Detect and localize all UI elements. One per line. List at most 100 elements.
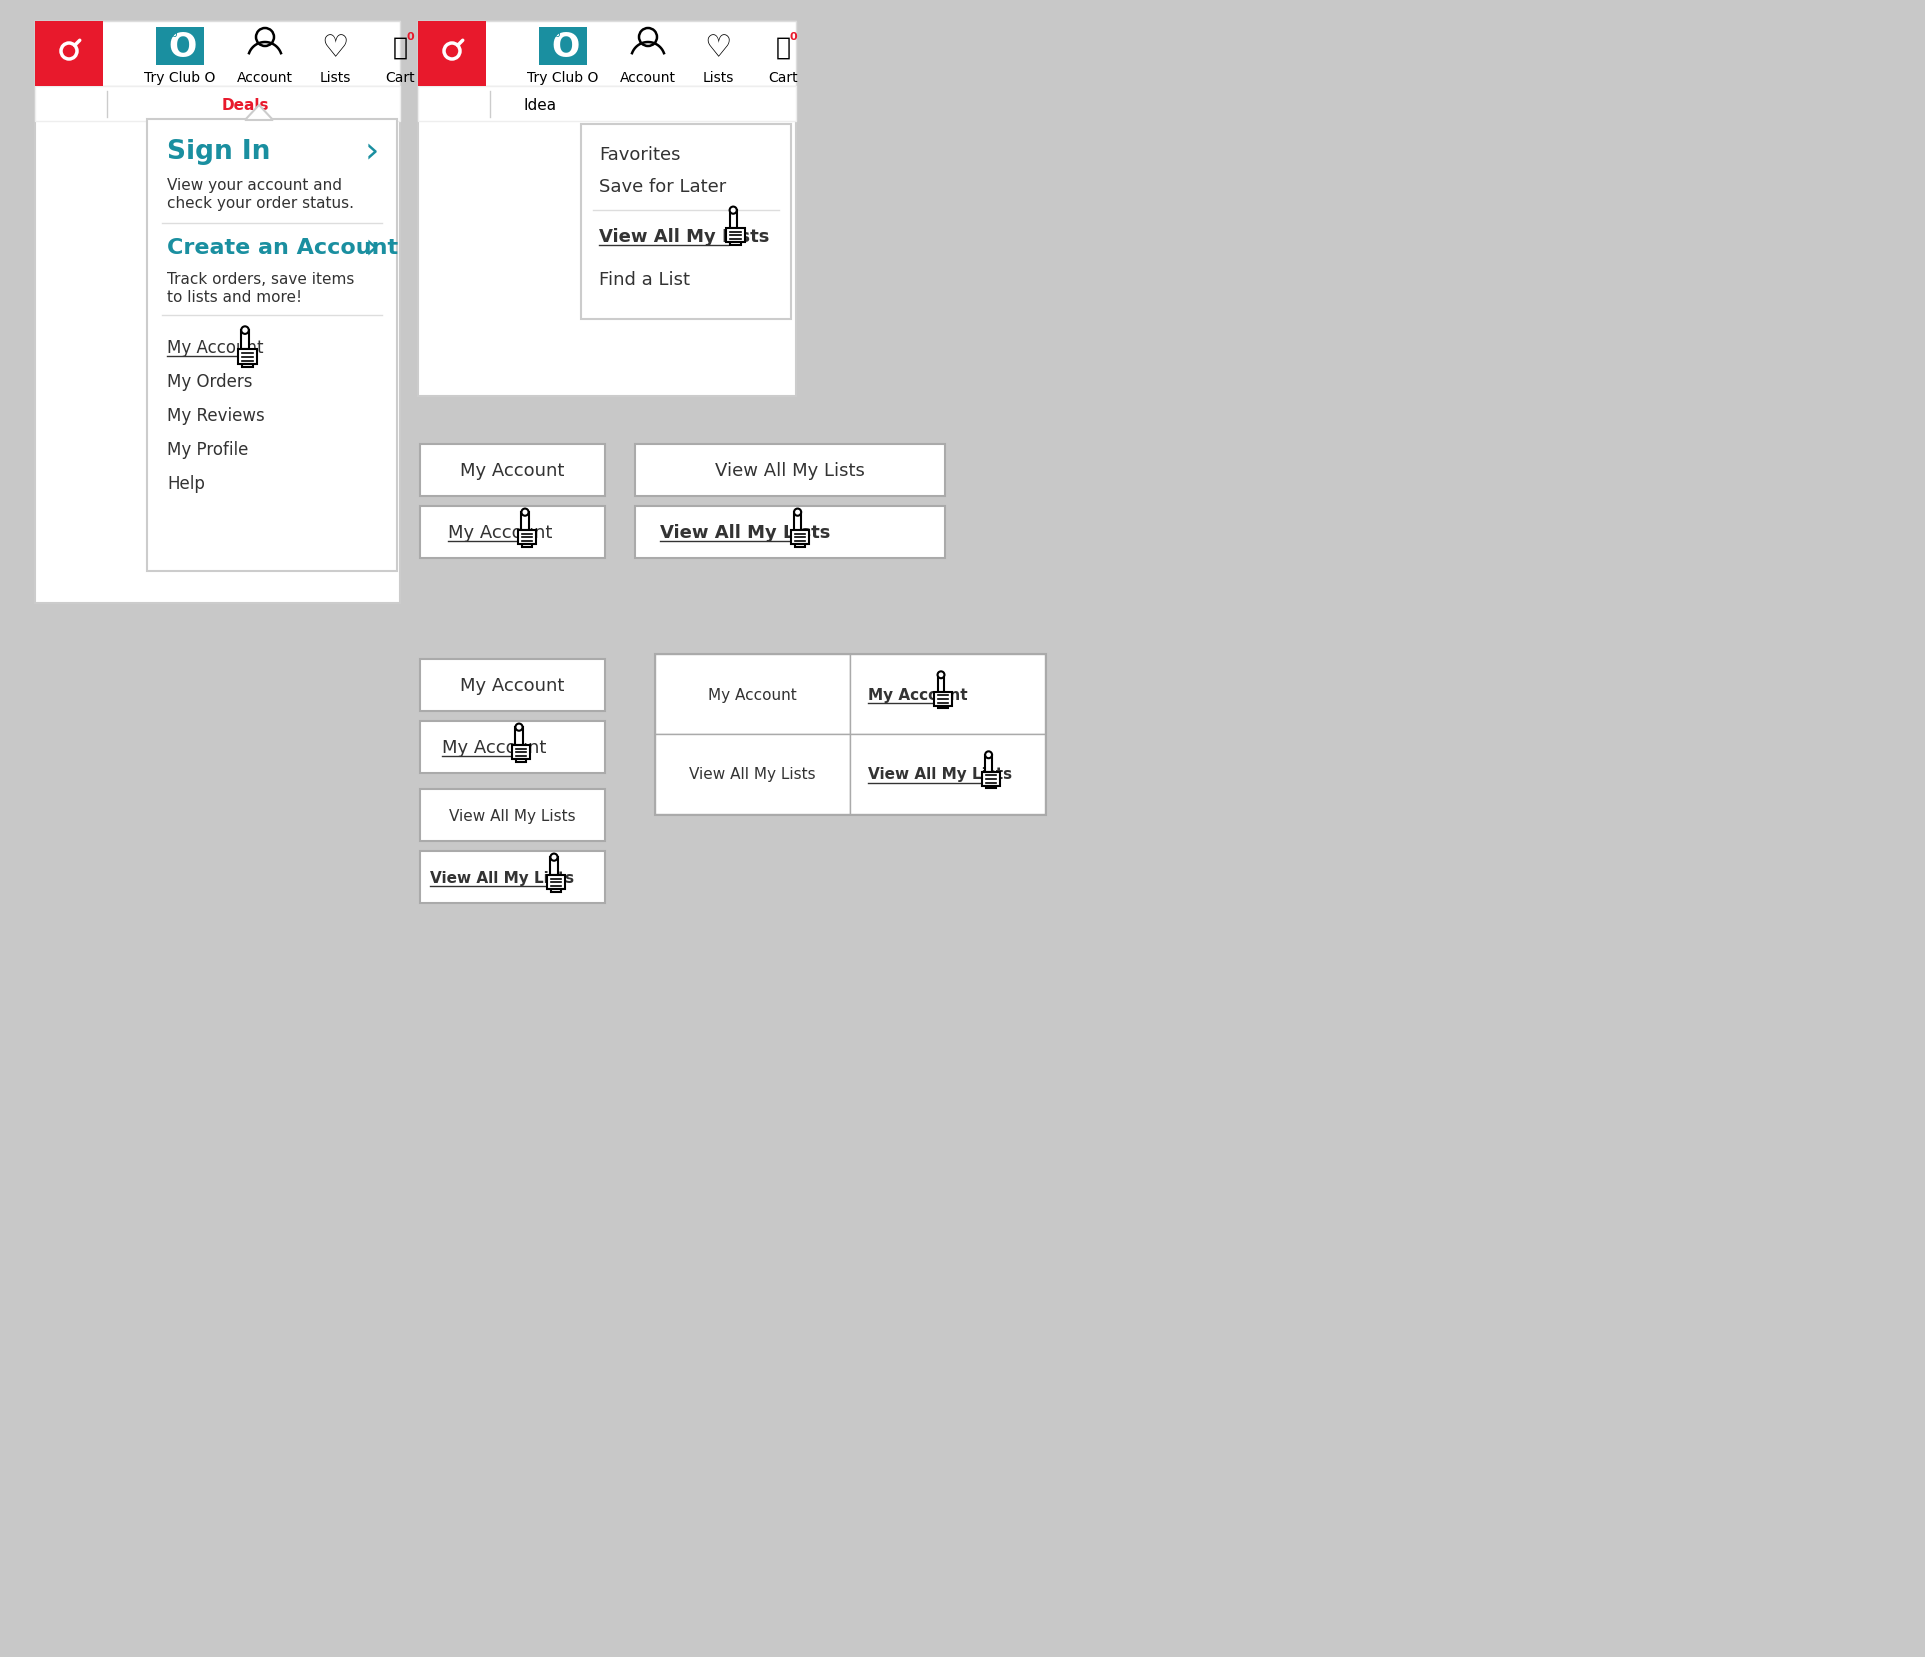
Text: My Account: My Account — [708, 688, 797, 703]
Text: View your account and: View your account and — [167, 177, 343, 192]
Text: ♡: ♡ — [705, 35, 732, 63]
Text: Save for Later: Save for Later — [599, 177, 726, 196]
Bar — [986, 785, 995, 789]
Bar — [539, 28, 587, 66]
Bar — [726, 229, 745, 244]
Bar — [35, 86, 400, 123]
Bar — [986, 756, 991, 772]
Polygon shape — [244, 106, 273, 121]
Text: club: club — [541, 28, 560, 40]
Text: 0: 0 — [789, 31, 797, 41]
Bar — [522, 545, 533, 548]
Text: Help: Help — [167, 474, 204, 492]
Text: 🛒: 🛒 — [776, 36, 791, 60]
Bar — [241, 331, 248, 350]
Bar — [937, 706, 947, 709]
Bar — [35, 22, 400, 86]
Bar — [418, 22, 797, 396]
Text: Find a List: Find a List — [599, 270, 689, 288]
Bar — [420, 721, 604, 774]
Text: Create an Account: Create an Account — [167, 239, 398, 258]
Text: 🛒: 🛒 — [393, 36, 408, 60]
Text: Idea: Idea — [524, 98, 556, 113]
Text: Sign In: Sign In — [167, 139, 270, 166]
Circle shape — [516, 724, 522, 731]
Text: My Account: My Account — [167, 338, 264, 356]
Bar — [146, 119, 397, 572]
Text: Account: Account — [237, 71, 293, 85]
Bar — [851, 655, 1045, 734]
Text: My Account: My Account — [449, 524, 552, 542]
Bar — [795, 545, 805, 548]
Text: Deals: Deals — [221, 98, 270, 113]
Text: Lists: Lists — [320, 71, 350, 85]
Circle shape — [522, 509, 529, 517]
Bar — [35, 22, 400, 603]
Bar — [156, 28, 204, 66]
Text: ›: › — [364, 230, 379, 265]
Text: 0: 0 — [406, 31, 414, 41]
Bar — [518, 530, 537, 545]
Text: Track orders, save items: Track orders, save items — [167, 272, 354, 287]
Text: My Account: My Account — [460, 676, 564, 694]
Bar — [581, 124, 791, 320]
Text: My Reviews: My Reviews — [167, 406, 266, 424]
Bar — [793, 512, 801, 530]
Text: My Account: My Account — [443, 739, 547, 757]
Text: Cart: Cart — [385, 71, 414, 85]
Bar — [635, 444, 945, 497]
Circle shape — [241, 326, 248, 335]
Bar — [420, 852, 604, 903]
Bar — [420, 659, 604, 711]
Text: O: O — [551, 30, 579, 63]
Text: View All My Lists: View All My Lists — [714, 462, 864, 481]
Bar — [791, 530, 808, 545]
Bar — [516, 759, 526, 762]
Circle shape — [793, 509, 801, 517]
Bar — [418, 22, 485, 86]
Circle shape — [937, 673, 945, 679]
Text: ♡: ♡ — [321, 35, 348, 63]
Text: Account: Account — [620, 71, 676, 85]
Bar — [654, 655, 1045, 815]
Bar — [418, 86, 797, 123]
Text: View All My Lists: View All My Lists — [429, 870, 574, 885]
Bar — [934, 693, 953, 706]
Text: Favorites: Favorites — [599, 146, 681, 164]
Bar — [35, 22, 104, 86]
Bar — [516, 727, 522, 746]
Bar — [551, 858, 558, 875]
Text: View All My Lists: View All My Lists — [599, 229, 770, 245]
Text: View All My Lists: View All My Lists — [660, 524, 830, 542]
Bar — [730, 244, 741, 245]
Text: View All My Lists: View All My Lists — [449, 809, 576, 824]
Text: Cart: Cart — [768, 71, 797, 85]
Bar — [851, 734, 1045, 815]
Text: My Orders: My Orders — [167, 373, 252, 391]
Bar — [654, 734, 851, 815]
Circle shape — [551, 853, 558, 862]
Bar — [418, 22, 797, 86]
Text: My Account: My Account — [868, 688, 968, 703]
Bar — [420, 507, 604, 558]
Bar — [551, 890, 562, 893]
Text: ›: › — [364, 134, 379, 169]
Text: club: club — [158, 28, 177, 40]
Text: Try Club O: Try Club O — [527, 71, 599, 85]
Text: O: O — [167, 30, 196, 63]
Text: My Profile: My Profile — [167, 441, 248, 459]
Text: Lists: Lists — [703, 71, 733, 85]
Bar — [237, 350, 258, 365]
Text: My Account: My Account — [460, 462, 564, 481]
Bar — [937, 676, 945, 693]
Bar — [420, 789, 604, 842]
Bar — [730, 210, 737, 229]
Circle shape — [986, 752, 991, 759]
Text: View All My Lists: View All My Lists — [689, 767, 816, 782]
Bar — [982, 772, 999, 785]
Bar — [512, 746, 531, 759]
Text: check your order status.: check your order status. — [167, 196, 354, 210]
Bar — [654, 655, 851, 734]
Bar — [635, 507, 945, 558]
Bar — [420, 444, 604, 497]
